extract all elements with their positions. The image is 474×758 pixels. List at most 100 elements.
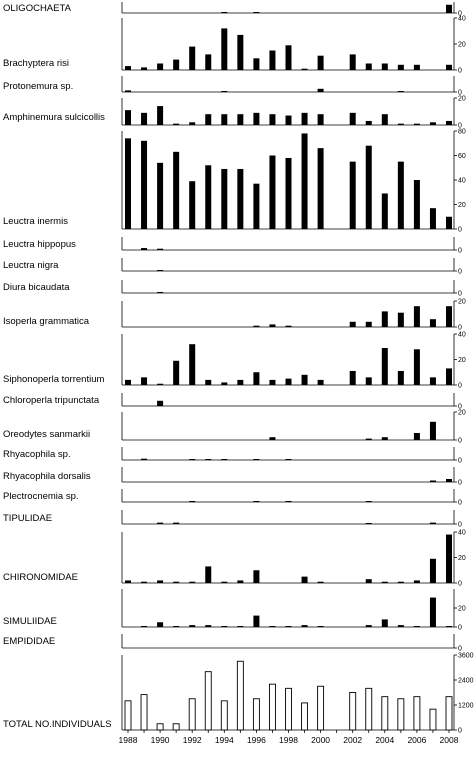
bar bbox=[317, 379, 324, 385]
bar bbox=[189, 459, 196, 460]
bar bbox=[365, 579, 372, 583]
panel-brachyptera-risi: Brachyptera risi 0 20 40 bbox=[3, 16, 466, 75]
bar bbox=[397, 64, 404, 70]
panel-oligochaeta: OLIGOCHAETA 0 bbox=[3, 2, 462, 18]
bar bbox=[317, 148, 324, 229]
bar bbox=[413, 626, 420, 627]
bar bbox=[269, 50, 276, 70]
bar bbox=[221, 581, 228, 583]
y-tick-label: 0 bbox=[458, 438, 462, 445]
bar bbox=[157, 162, 164, 229]
bar bbox=[446, 479, 452, 482]
bar bbox=[397, 370, 404, 385]
bar bbox=[236, 660, 244, 731]
y-tick-label: 20 bbox=[458, 357, 466, 364]
x-tick-label: 2002 bbox=[343, 735, 362, 745]
species-label: TOTAL NO.INDIVIDUALS bbox=[3, 719, 112, 730]
bar bbox=[221, 382, 228, 385]
bar bbox=[124, 700, 132, 731]
bar bbox=[189, 344, 196, 385]
y-tick-label: 80 bbox=[458, 129, 466, 136]
bar bbox=[397, 625, 404, 627]
species-label: TIPULIDAE bbox=[3, 513, 52, 524]
y-tick-label: 0 bbox=[458, 458, 462, 465]
bar bbox=[157, 63, 164, 70]
y-tick-label: 60 bbox=[458, 153, 466, 160]
species-label: Leuctra nigra bbox=[3, 260, 59, 271]
bar bbox=[446, 64, 452, 70]
bar bbox=[397, 91, 404, 92]
bar bbox=[253, 501, 260, 502]
bar bbox=[156, 723, 164, 731]
y-tick-label: 0 bbox=[458, 480, 462, 487]
bar bbox=[429, 597, 436, 627]
bar bbox=[141, 67, 148, 70]
bar bbox=[381, 63, 388, 70]
bar bbox=[205, 54, 212, 70]
species-label: Rhyacophila sp. bbox=[3, 449, 71, 460]
bar bbox=[365, 687, 373, 731]
panel-tipulidae: TIPULIDAE 0 bbox=[3, 510, 462, 529]
bar bbox=[205, 114, 212, 125]
bar bbox=[301, 576, 308, 583]
bar bbox=[252, 698, 260, 731]
bar bbox=[141, 140, 148, 229]
y-tick-label: 0 bbox=[458, 383, 462, 390]
bar bbox=[285, 157, 292, 229]
bar bbox=[413, 433, 420, 440]
bar bbox=[205, 379, 212, 385]
bar bbox=[301, 702, 308, 731]
bar bbox=[397, 581, 404, 583]
bar bbox=[253, 459, 260, 460]
y-tick-label: 0 bbox=[458, 248, 462, 255]
bar bbox=[141, 458, 148, 460]
bar bbox=[285, 501, 292, 502]
bar bbox=[285, 45, 292, 70]
bar bbox=[253, 325, 260, 327]
bar bbox=[141, 377, 148, 385]
bar bbox=[365, 501, 372, 502]
bar bbox=[317, 626, 324, 627]
bar bbox=[237, 114, 244, 125]
y-tick-label: 20 bbox=[458, 96, 466, 103]
bar bbox=[172, 723, 180, 731]
y-tick-label: 0 bbox=[458, 123, 462, 130]
bar bbox=[125, 580, 131, 583]
bar bbox=[157, 622, 164, 627]
bar bbox=[157, 292, 164, 293]
bar bbox=[253, 615, 260, 627]
panel-diura-bicaudata: Diura bicaudata 0 bbox=[3, 280, 462, 298]
bar bbox=[445, 696, 453, 731]
x-tick-label: 1992 bbox=[183, 735, 202, 745]
species-label: Rhyacophila dorsalis bbox=[3, 471, 91, 482]
bar bbox=[205, 165, 212, 229]
panel-total-no-individuals: TOTAL NO.INDIVIDUALS 0 1200 2400 3600 bbox=[3, 653, 474, 735]
bar bbox=[189, 581, 196, 583]
bar bbox=[157, 106, 164, 125]
panel-empididae: EMPIDIDAE 0 bbox=[3, 634, 462, 653]
bar bbox=[365, 120, 372, 125]
panel-oreodytes-sanmarkii: Oreodytes sanmarkii 0 20 bbox=[3, 410, 466, 445]
bar bbox=[204, 671, 212, 731]
bar bbox=[221, 459, 228, 460]
bar bbox=[317, 114, 324, 125]
bar bbox=[221, 168, 228, 229]
bar bbox=[157, 270, 164, 271]
panel-chloroperla-tripunctata: Chloroperla tripunctata 0 bbox=[3, 393, 462, 411]
bar bbox=[301, 68, 308, 70]
bar bbox=[446, 4, 452, 13]
bar bbox=[221, 28, 228, 70]
bar bbox=[269, 683, 276, 731]
x-tick-label: 1988 bbox=[119, 735, 138, 745]
bar bbox=[125, 66, 131, 70]
bar bbox=[205, 566, 212, 583]
bar bbox=[317, 88, 324, 92]
bar bbox=[381, 193, 388, 229]
bar bbox=[205, 459, 212, 460]
bar bbox=[189, 122, 196, 125]
bar bbox=[253, 570, 260, 583]
bar bbox=[429, 377, 436, 385]
bar bbox=[365, 438, 372, 440]
species-label: CHIRONOMIDAE bbox=[3, 572, 78, 583]
bar bbox=[253, 12, 260, 13]
